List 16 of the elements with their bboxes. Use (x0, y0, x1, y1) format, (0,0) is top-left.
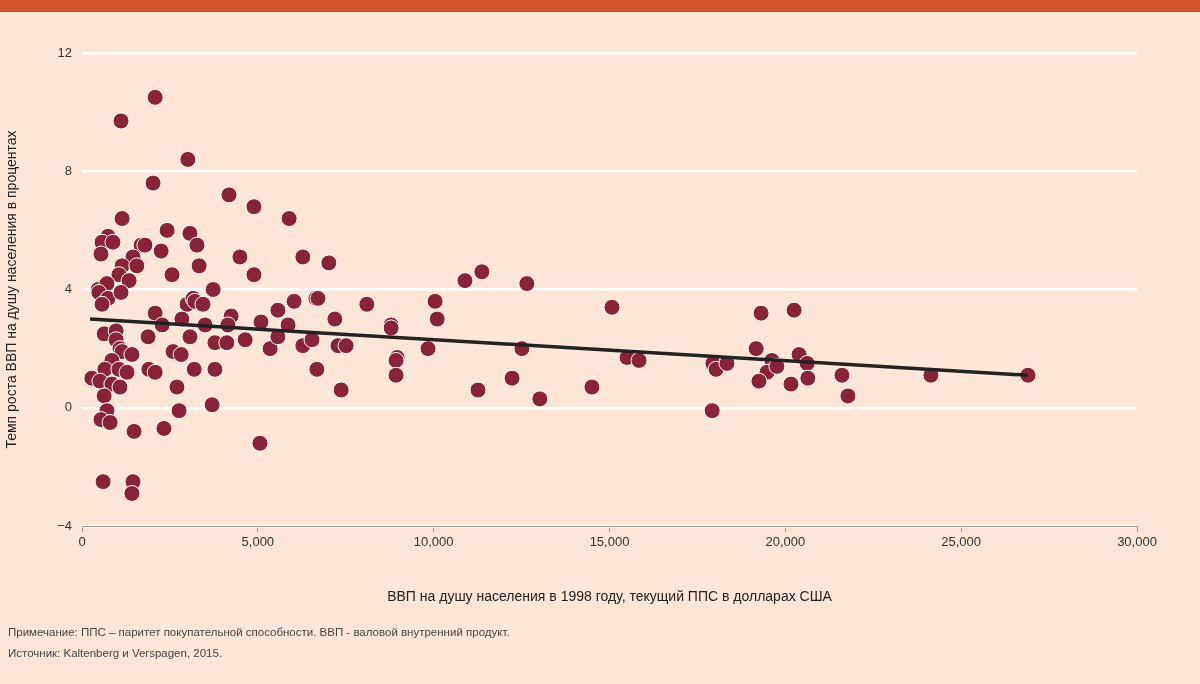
x-tick-label: 25,000 (941, 534, 982, 550)
x-tick-label: 30,000 (1117, 534, 1157, 550)
x-axis-title: ВВП на душу населения в 1998 году, текущий ППС в долларах США (387, 588, 833, 605)
x-tick-label: 5,000 (241, 534, 275, 550)
x-tick-label: 15,000 (589, 534, 630, 550)
y-tick-label: −4 (57, 517, 72, 533)
y-tick-label: 12 (57, 44, 72, 60)
x-tick-label: 0 (78, 534, 86, 550)
x-tick-label: 10,000 (413, 534, 454, 550)
y-tick-label: 4 (64, 281, 72, 297)
x-tick-label: 20,000 (765, 534, 806, 550)
text: Источник: Kaltenberg и Verspagen, 2015. (8, 646, 224, 661)
y-tick-label: 0 (64, 399, 72, 415)
y-tick-label: 8 (64, 162, 72, 178)
text: Примечание: ППС – паритет покупательной способности. ВВП - валовой внутренний продукт. (8, 625, 510, 640)
y-axis-title: Темп роста ВВП на душу населения в процентах (3, 130, 20, 449)
